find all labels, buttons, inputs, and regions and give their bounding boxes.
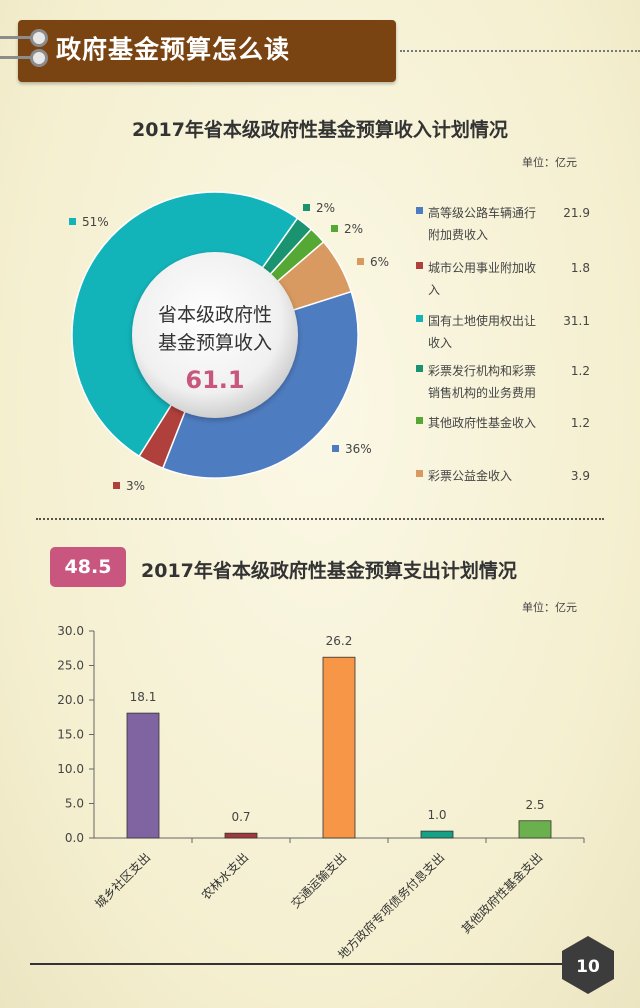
x-tick-label: 其他政府性基金支出 bbox=[458, 850, 545, 937]
legend-item-lottery-fee: 彩票发行机构和彩票 销售机构的业务费用 1.2 bbox=[416, 360, 626, 404]
pie-unit-label: 单位：亿元 bbox=[522, 156, 577, 169]
y-tick-label: 20.0 bbox=[57, 693, 84, 707]
legend-label: 彩票发行机构和彩票 销售机构的业务费用 bbox=[428, 364, 537, 400]
pct-label-land: 51% bbox=[69, 215, 109, 229]
legend-item-land: 国有土地使用权出让 收入 31.1 bbox=[416, 310, 626, 354]
x-tick-label: 城乡社区支出 bbox=[92, 850, 154, 912]
legend-value: 3.9 bbox=[570, 469, 590, 483]
y-tick-label: 30.0 bbox=[57, 624, 84, 638]
legend-value: 1.8 bbox=[570, 261, 590, 275]
pct-swatch bbox=[357, 258, 364, 265]
legend-swatch bbox=[416, 417, 423, 424]
pie-center-total: 61.1 bbox=[185, 366, 244, 394]
pct-label-highway: 36% bbox=[332, 442, 372, 456]
bar bbox=[420, 830, 454, 839]
pct-swatch bbox=[113, 482, 120, 489]
bar bbox=[126, 712, 160, 839]
legend-label: 城市公用事业附加收入 bbox=[428, 261, 537, 297]
legend-label: 高等级公路车辆通行 附加费收入 bbox=[428, 206, 537, 242]
title-banner bbox=[18, 20, 396, 82]
page-number-hexagon bbox=[562, 936, 614, 994]
page-number-badge: 10 bbox=[562, 936, 614, 994]
legend-item-other: 其他政府性基金收入 1.2 bbox=[416, 412, 626, 434]
pie-center-label-2: 基金预算收入 bbox=[158, 332, 272, 354]
binder-ring-bottom bbox=[30, 49, 48, 67]
pie-chart-title: 2017年省本级政府性基金预算收入计划情况 bbox=[132, 119, 508, 141]
pct-swatch bbox=[331, 225, 338, 232]
pct-text: 3% bbox=[126, 479, 146, 493]
legend-swatch bbox=[416, 262, 423, 269]
pct-text: 2% bbox=[316, 201, 336, 215]
page-title: 政府基金预算怎么读 bbox=[56, 35, 291, 64]
legend-value: 1.2 bbox=[570, 416, 590, 430]
bar-unit-label: 单位：亿元 bbox=[522, 601, 577, 614]
pct-label-lottery-welfare: 6% bbox=[357, 255, 389, 269]
pct-text: 6% bbox=[370, 255, 390, 269]
bar bbox=[518, 820, 552, 839]
y-tick-label: 15.0 bbox=[57, 728, 84, 742]
x-tick-label: 农林水支出 bbox=[199, 850, 251, 902]
section-divider bbox=[36, 518, 604, 520]
bar bbox=[322, 656, 356, 839]
page-number: 10 bbox=[576, 957, 600, 977]
binder-ring-top bbox=[30, 29, 48, 47]
legend-swatch bbox=[416, 365, 423, 372]
banner-divider bbox=[400, 50, 640, 52]
bar-value-label: 26.2 bbox=[326, 634, 353, 648]
pct-swatch bbox=[303, 204, 310, 211]
binder-wire-bottom bbox=[0, 56, 36, 59]
x-tick-label: 地方政府专项债务付息支出 bbox=[335, 850, 447, 962]
legend-label: 彩票公益金收入 bbox=[428, 469, 513, 483]
y-tick-label: 10.0 bbox=[57, 762, 84, 776]
pct-label-utility: 3% bbox=[113, 479, 145, 493]
y-tick-label: 5.0 bbox=[65, 797, 84, 811]
legend-swatch bbox=[416, 470, 423, 477]
pct-text: 51% bbox=[82, 215, 109, 229]
bar-value-label: 1.0 bbox=[427, 808, 446, 822]
bar-chart-title: 2017年省本级政府性基金预算支出计划情况 bbox=[141, 560, 517, 582]
footer-line bbox=[30, 963, 562, 965]
bar-value-label: 18.1 bbox=[130, 690, 157, 704]
y-tick-label: 25.0 bbox=[57, 659, 84, 673]
pct-label-lottery-fee: 2% bbox=[303, 201, 335, 215]
legend-item-highway: 高等级公路车辆通行 附加费收入 21.9 bbox=[416, 202, 626, 246]
pct-swatch bbox=[69, 218, 76, 225]
bar-layer: 0.0 5.0 10.0 15.0 20.0 25.0 30.0 18.1 城乡社区支出 0.7 农… bbox=[57, 624, 585, 962]
legend-value: 1.2 bbox=[570, 364, 590, 378]
bar-value-label: 0.7 bbox=[231, 810, 250, 824]
pie-center-disc bbox=[132, 252, 298, 418]
bar-value-label: 2.5 bbox=[525, 798, 544, 812]
legend-item-lottery-welfare: 彩票公益金收入 3.9 bbox=[416, 465, 626, 487]
pct-label-other: 2% bbox=[331, 222, 363, 236]
legend-value: 31.1 bbox=[563, 314, 590, 328]
legend-item-utility: 城市公用事业附加收入 1.8 bbox=[416, 257, 626, 301]
legend-value: 21.9 bbox=[563, 206, 590, 220]
pct-text: 2% bbox=[344, 222, 364, 236]
y-tick-label: 0.0 bbox=[65, 831, 84, 845]
pct-swatch bbox=[332, 445, 339, 452]
legend-swatch bbox=[416, 207, 423, 214]
x-tick-label: 交通运输支出 bbox=[288, 850, 350, 912]
pie-center-label-1: 省本级政府性 bbox=[158, 304, 272, 326]
legend-label: 其他政府性基金收入 bbox=[428, 416, 537, 430]
legend-label: 国有土地使用权出让 收入 bbox=[428, 314, 537, 350]
expenditure-total-badge: 48.5 bbox=[50, 547, 126, 587]
legend-swatch bbox=[416, 315, 423, 322]
binder-wire-top bbox=[0, 36, 36, 39]
bar bbox=[224, 832, 258, 839]
pct-text: 36% bbox=[345, 442, 372, 456]
